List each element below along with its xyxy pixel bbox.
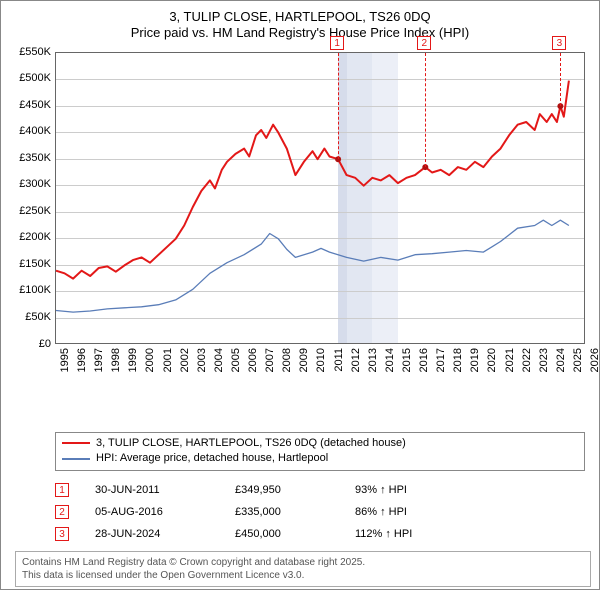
x-tick-label: 2007 — [264, 348, 276, 372]
x-tick-label: 2012 — [350, 348, 362, 372]
x-tick-label: 1995 — [59, 348, 71, 372]
x-tick-label: 2022 — [521, 348, 533, 372]
title-subtitle: Price paid vs. HM Land Registry's House … — [11, 25, 589, 41]
y-tick-label: £50K — [11, 311, 51, 323]
sale-pct-vs-hpi: 93% ↑ HPI — [355, 484, 465, 496]
sale-pct-vs-hpi: 86% ↑ HPI — [355, 506, 465, 518]
sale-marker-label: 3 — [552, 36, 566, 50]
sale-row-marker: 1 — [55, 483, 69, 497]
y-tick-label: £500K — [11, 72, 51, 84]
x-tick-label: 2015 — [401, 348, 413, 372]
x-tick-label: 2025 — [572, 348, 584, 372]
series-price_paid — [56, 80, 569, 278]
sale-row-marker: 3 — [55, 527, 69, 541]
x-tick-label: 2013 — [367, 348, 379, 372]
sale-price: £349,950 — [235, 484, 355, 496]
y-tick-label: £550K — [11, 46, 51, 58]
sale-marker-label: 1 — [330, 36, 344, 50]
sale-date: 28-JUN-2024 — [95, 528, 235, 540]
x-tick-label: 2021 — [504, 348, 516, 372]
x-tick-label: 2008 — [281, 348, 293, 372]
x-tick-label: 2024 — [555, 348, 567, 372]
y-tick-label: £200K — [11, 231, 51, 243]
footer-line2: This data is licensed under the Open Gov… — [22, 569, 584, 582]
y-tick-label: £0 — [11, 338, 51, 350]
y-tick-label: £300K — [11, 178, 51, 190]
x-tick-label: 1996 — [76, 348, 88, 372]
sale-price: £450,000 — [235, 528, 355, 540]
sale-marker-line — [338, 53, 339, 159]
y-tick-label: £100K — [11, 284, 51, 296]
footer-attribution: Contains HM Land Registry data © Crown c… — [15, 551, 591, 587]
x-tick-label: 2011 — [333, 348, 345, 372]
x-tick-label: 2014 — [384, 348, 396, 372]
chart-panel: 3, TULIP CLOSE, HARTLEPOOL, TS26 0DQ Pri… — [0, 0, 600, 590]
y-tick-label: £350K — [11, 152, 51, 164]
x-tick-label: 2003 — [196, 348, 208, 372]
y-tick-label: £450K — [11, 99, 51, 111]
x-tick-label: 2016 — [418, 348, 430, 372]
sales-table: 1 30-JUN-2011£349,95093% ↑ HPI 2 05-AUG-201… — [55, 479, 585, 545]
sale-row: 1 30-JUN-2011£349,95093% ↑ HPI — [55, 479, 585, 501]
x-tick-label: 2004 — [213, 348, 225, 372]
legend-swatch — [62, 458, 90, 460]
legend-label: 3, TULIP CLOSE, HARTLEPOOL, TS26 0DQ (de… — [96, 436, 406, 451]
x-tick-label: 2001 — [162, 348, 174, 372]
plot-area — [55, 52, 585, 344]
title-address: 3, TULIP CLOSE, HARTLEPOOL, TS26 0DQ — [11, 9, 589, 25]
series-hpi — [56, 220, 569, 312]
y-tick-label: £250K — [11, 205, 51, 217]
y-tick-label: £150K — [11, 258, 51, 270]
x-tick-label: 2017 — [435, 348, 447, 372]
y-tick-label: £400K — [11, 125, 51, 137]
sale-marker-line — [425, 53, 426, 167]
x-tick-label: 2000 — [144, 348, 156, 372]
x-tick-label: 1999 — [127, 348, 139, 372]
legend-swatch — [62, 442, 90, 444]
footer-line1: Contains HM Land Registry data © Crown c… — [22, 556, 584, 569]
x-tick-label: 1997 — [93, 348, 105, 372]
legend-item: 3, TULIP CLOSE, HARTLEPOOL, TS26 0DQ (de… — [62, 436, 578, 451]
legend-label: HPI: Average price, detached house, Hart… — [96, 451, 328, 466]
x-tick-label: 2023 — [538, 348, 550, 372]
x-tick-label: 2009 — [298, 348, 310, 372]
sale-row-marker: 2 — [55, 505, 69, 519]
x-tick-label: 1998 — [110, 348, 122, 372]
x-tick-label: 2019 — [469, 348, 481, 372]
chart-svg — [56, 53, 584, 343]
sale-row: 2 05-AUG-2016£335,00086% ↑ HPI — [55, 501, 585, 523]
sale-row: 3 28-JUN-2024£450,000112% ↑ HPI — [55, 523, 585, 545]
sale-price: £335,000 — [235, 506, 355, 518]
sale-marker-line — [560, 53, 561, 106]
x-tick-label: 2006 — [247, 348, 259, 372]
x-tick-label: 2002 — [179, 348, 191, 372]
chart-area: £0 £50K £100K £150K £200K £250K £300K £350K £400… — [11, 48, 589, 388]
legend-item: HPI: Average price, detached house, Hart… — [62, 451, 578, 466]
sale-pct-vs-hpi: 112% ↑ HPI — [355, 528, 465, 540]
sale-marker-label: 2 — [417, 36, 431, 50]
x-tick-label: 2026 — [589, 348, 600, 372]
sale-date: 05-AUG-2016 — [95, 506, 235, 518]
x-tick-label: 2018 — [452, 348, 464, 372]
legend: 3, TULIP CLOSE, HARTLEPOOL, TS26 0DQ (de… — [55, 432, 585, 472]
title-block: 3, TULIP CLOSE, HARTLEPOOL, TS26 0DQ Pri… — [11, 9, 589, 42]
x-tick-label: 2010 — [315, 348, 327, 372]
x-tick-label: 2020 — [486, 348, 498, 372]
x-tick-label: 2005 — [230, 348, 242, 372]
sale-date: 30-JUN-2011 — [95, 484, 235, 496]
